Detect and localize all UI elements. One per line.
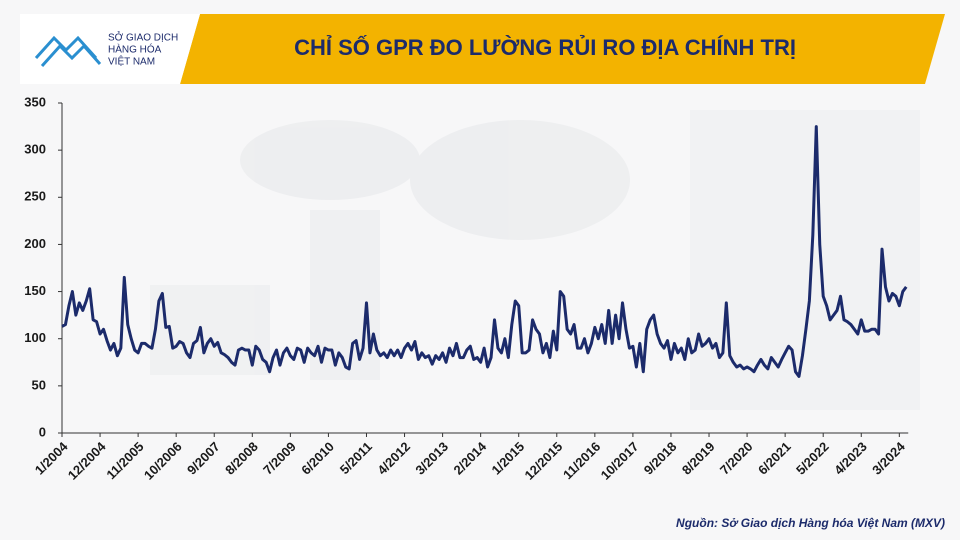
y-tick-label: 150 <box>24 283 46 298</box>
y-tick-label: 100 <box>24 330 46 345</box>
y-tick-label: 0 <box>39 424 46 439</box>
y-tick-label: 200 <box>24 236 46 251</box>
logo-text: HÀNG HÓA <box>108 43 162 56</box>
y-tick-label: 50 <box>32 377 46 392</box>
logo-mark <box>34 35 102 68</box>
y-tick-label: 350 <box>24 94 46 109</box>
y-tick-label: 250 <box>24 189 46 204</box>
map-backdrop <box>150 110 920 410</box>
chart-title: CHỈ SỐ GPR ĐO LƯỜNG RỦI RO ĐỊA CHÍNH TRỊ <box>294 34 796 60</box>
logo-text: SỞ GIAO DỊCH <box>108 31 178 44</box>
y-tick-label: 300 <box>24 142 46 157</box>
logo-box <box>20 14 200 84</box>
source-note: Nguồn: Sở Giao dịch Hàng hóa Việt Nam (M… <box>676 516 945 530</box>
title-bar <box>180 14 945 84</box>
data-line <box>61 125 908 378</box>
logo-text: VIỆT NAM <box>108 55 155 68</box>
